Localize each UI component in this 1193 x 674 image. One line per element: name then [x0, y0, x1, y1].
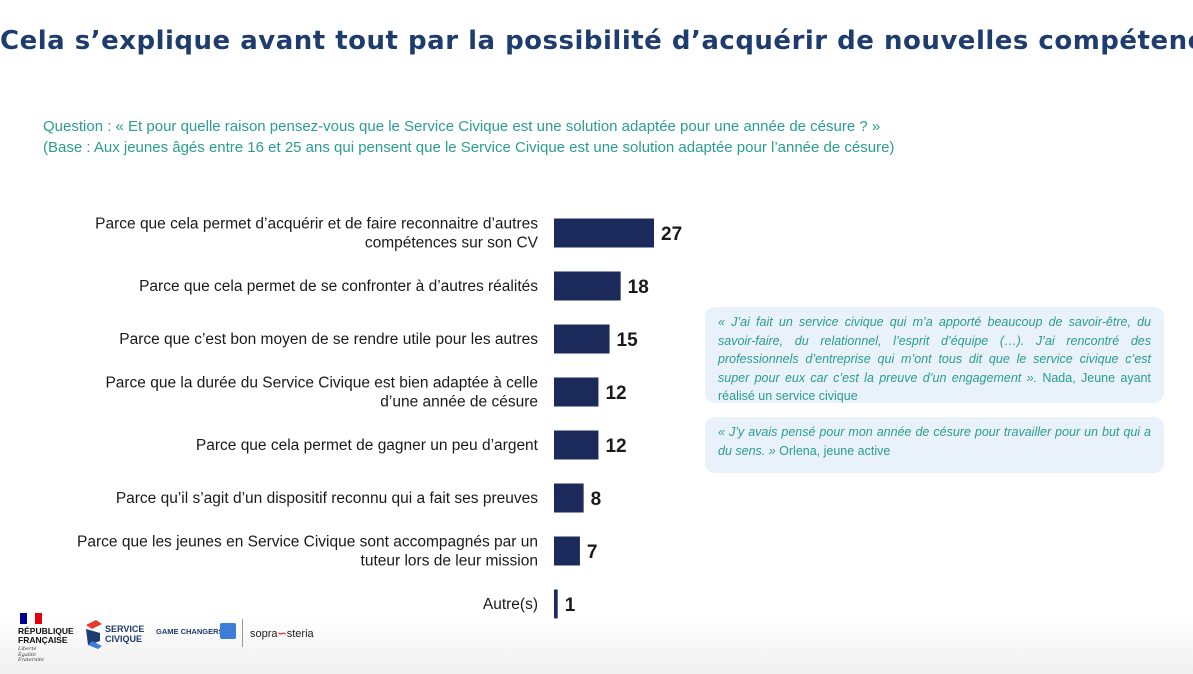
category-label-8-line-1: Autre(s) [483, 596, 538, 613]
category-label-7-line-2: tuteur lors de leur mission [361, 553, 538, 570]
category-label-4-line-1: Parce que la durée du Service Civique es… [105, 375, 538, 392]
service-civique-logo: SERVICE CIVIQUE [84, 619, 144, 651]
bar-2 [554, 271, 621, 301]
category-label-1-line-2: compétences sur son CV [365, 235, 539, 252]
footer-band [0, 614, 1193, 674]
bar-4 [554, 377, 599, 407]
bar-5 [554, 430, 599, 460]
bar-3 [554, 324, 610, 354]
french-flag-icon [20, 613, 42, 624]
rf-name: RÉPUBLIQUE FRANÇAISE [18, 626, 74, 645]
quote-2-text: « J’y avais pensé pour mon année de césu… [718, 425, 1151, 458]
quote-1-text: « J’ai fait un service civique qui m’a a… [718, 315, 1151, 385]
sopra-steria-name-1: sopra [250, 628, 278, 640]
category-label-2-line-1: Parce que cela permet de se confronter à… [139, 278, 538, 295]
game-changers-logo: GAME CHANGERS [156, 627, 224, 636]
sopra-steria-name-2: steria [286, 628, 314, 640]
value-label-8: 1 [565, 595, 576, 616]
game-changers-badge-icon [220, 623, 236, 639]
value-label-5: 12 [605, 436, 626, 457]
category-label-4-line-2: d’une année de césure [380, 394, 538, 411]
quote-1-author: Nada, Jeune ayant réalisé un service civ… [718, 370, 1151, 404]
bar-chart: 27 Parce que cela permet d’acquérir et de… [77, 216, 682, 619]
question-text: Question : « Et pour quelle raison pense… [43, 118, 881, 135]
value-label-6: 8 [591, 489, 602, 510]
value-label-2: 18 [628, 277, 649, 298]
service-civique-icon [86, 620, 102, 649]
quote-card-1: « J’ai fait un service civique qui m’a a… [705, 307, 1164, 403]
bar-7 [554, 536, 580, 566]
quote-card-2: « J’y avais pensé pour mon année de césu… [705, 417, 1164, 473]
question-base: (Base : Aux jeunes âgés entre 16 et 25 a… [43, 139, 895, 156]
category-label-7-line-1: Parce que les jeunes en Service Civique … [77, 534, 538, 551]
sopra-steria-logo: sopra∽steria [250, 627, 314, 640]
value-label-7: 7 [587, 542, 598, 563]
category-label-1-line-1: Parce que cela permet d’acquérir et de f… [95, 216, 538, 233]
bar-1 [554, 218, 654, 248]
republique-francaise-logo: RÉPUBLIQUE FRANÇAISE Liberté Égalité Fra… [18, 613, 78, 663]
logo-divider [242, 619, 243, 647]
value-label-1: 27 [661, 224, 682, 245]
page-title: Cela s’explique avant tout par la possib… [0, 26, 1193, 56]
rf-motto: Liberté Égalité Fraternité [18, 646, 44, 663]
category-label-3-line-1: Parce que c’est bon moyen de se rendre u… [119, 331, 538, 348]
value-label-4: 12 [605, 383, 626, 404]
service-civique-name: SERVICE CIVIQUE [105, 624, 145, 644]
sopra-steria-mark-icon: ∽ [277, 628, 287, 640]
quote-2-author: Orlena, jeune active [775, 443, 891, 458]
bar-8 [554, 589, 558, 619]
question-block: Question : « Et pour quelle raison pense… [43, 116, 1163, 158]
category-label-5-line-1: Parce que cela permet de gagner un peu d… [196, 437, 539, 454]
value-label-3: 15 [617, 330, 639, 351]
category-label-6-line-1: Parce qu’il s’agit d’un dispositif recon… [116, 490, 538, 507]
bar-6 [554, 483, 584, 513]
